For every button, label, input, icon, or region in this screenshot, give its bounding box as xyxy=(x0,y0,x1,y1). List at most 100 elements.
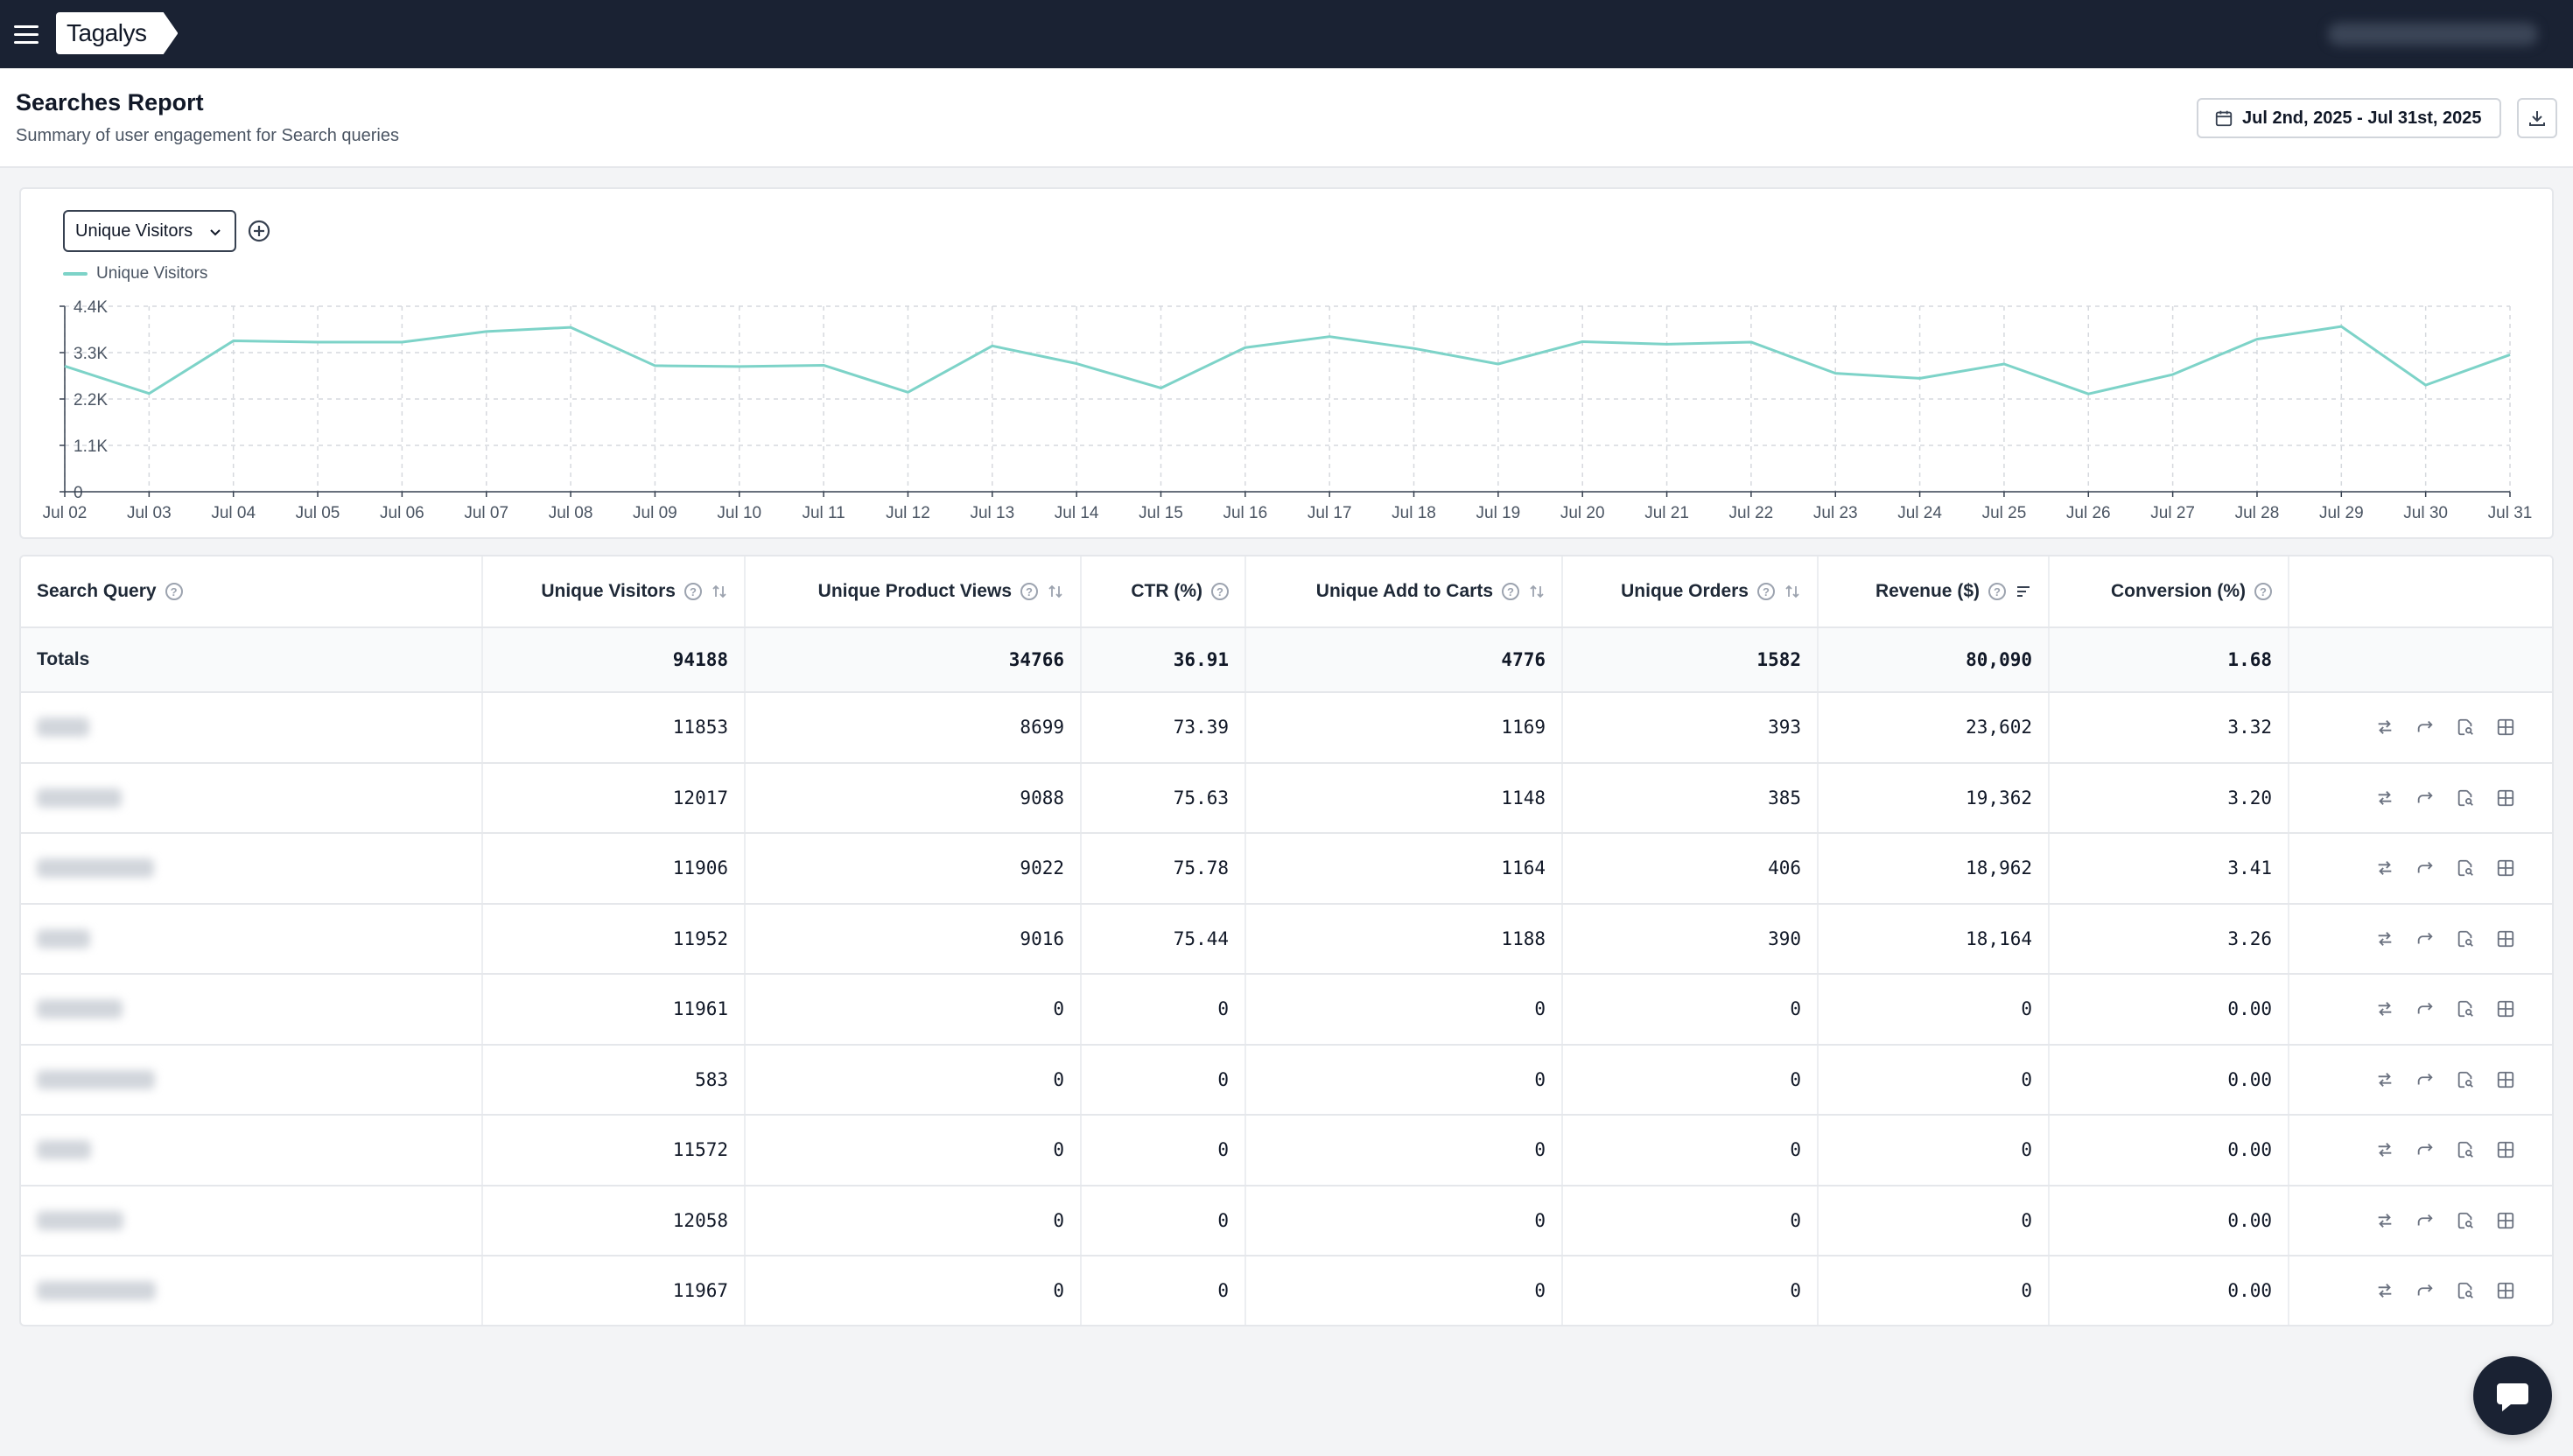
add-metric-icon[interactable] xyxy=(247,219,271,243)
redirect-icon[interactable] xyxy=(2414,1279,2436,1302)
compare-icon[interactable] xyxy=(2373,857,2396,879)
data-point[interactable] xyxy=(1746,337,1756,347)
help-icon[interactable]: ? xyxy=(1988,583,2006,600)
metric-dropdown[interactable]: Unique Visitors xyxy=(63,210,236,252)
search-report-icon[interactable] xyxy=(2454,1209,2477,1232)
help-icon[interactable]: ? xyxy=(1211,583,1229,600)
redirect-icon[interactable] xyxy=(2414,1138,2436,1161)
grid-icon[interactable] xyxy=(2494,1209,2517,1232)
data-point[interactable] xyxy=(902,387,913,397)
data-point[interactable] xyxy=(1577,336,1588,346)
data-point[interactable] xyxy=(818,360,829,370)
user-account-menu[interactable] xyxy=(2328,23,2538,46)
sort-icon[interactable] xyxy=(1784,583,1801,600)
search-query-cell[interactable] xyxy=(21,834,483,903)
data-point[interactable] xyxy=(1409,343,1420,354)
table-row[interactable]: 11853 8699 73.39 1169 393 23,602 3.32 xyxy=(21,693,2552,764)
search-query-cell[interactable] xyxy=(21,693,483,762)
search-query-cell[interactable] xyxy=(21,904,483,973)
search-query-cell[interactable] xyxy=(21,1045,483,1114)
download-button[interactable] xyxy=(2517,98,2557,138)
chart-legend[interactable]: Unique Visitors xyxy=(63,264,207,284)
help-icon[interactable]: ? xyxy=(1020,583,1038,600)
sort-desc-icon[interactable] xyxy=(2015,583,2032,600)
table-row[interactable]: 11572 0 0 0 0 0 0.00 xyxy=(21,1116,2552,1186)
compare-icon[interactable] xyxy=(2373,998,2396,1020)
search-report-icon[interactable] xyxy=(2454,928,2477,950)
grid-icon[interactable] xyxy=(2494,787,2517,809)
col-header-unique-orders[interactable]: Unique Orders ? xyxy=(1563,556,1819,626)
compare-icon[interactable] xyxy=(2373,1279,2396,1302)
grid-icon[interactable] xyxy=(2494,1138,2517,1161)
table-row[interactable]: 11906 9022 75.78 1164 406 18,962 3.41 xyxy=(21,834,2552,905)
table-row[interactable]: 11967 0 0 0 0 0 0.00 xyxy=(21,1256,2552,1325)
col-header-revenue[interactable]: Revenue ($) ? xyxy=(1819,556,2050,626)
data-point[interactable] xyxy=(1493,359,1504,369)
data-point[interactable] xyxy=(1999,359,2009,369)
redirect-icon[interactable] xyxy=(2414,1068,2436,1091)
sort-icon[interactable] xyxy=(711,583,728,600)
col-header-unique-add-to-carts[interactable]: Unique Add to Carts ? xyxy=(1246,556,1563,626)
table-row[interactable]: 583 0 0 0 0 0 0.00 xyxy=(21,1045,2552,1116)
search-report-icon[interactable] xyxy=(2454,1068,2477,1091)
grid-icon[interactable] xyxy=(2494,857,2517,879)
sort-icon[interactable] xyxy=(1047,583,1064,600)
search-query-cell[interactable] xyxy=(21,1186,483,1255)
redirect-icon[interactable] xyxy=(2414,928,2436,950)
search-report-icon[interactable] xyxy=(2454,1279,2477,1302)
data-point[interactable] xyxy=(396,337,407,347)
help-icon[interactable]: ? xyxy=(1757,583,1775,600)
search-query-cell[interactable] xyxy=(21,763,483,832)
compare-icon[interactable] xyxy=(2373,1209,2396,1232)
data-point[interactable] xyxy=(1071,359,1082,369)
search-report-icon[interactable] xyxy=(2454,787,2477,809)
grid-icon[interactable] xyxy=(2494,1279,2517,1302)
help-icon[interactable]: ? xyxy=(684,583,702,600)
grid-icon[interactable] xyxy=(2494,998,2517,1020)
compare-icon[interactable] xyxy=(2373,787,2396,809)
data-point[interactable] xyxy=(1662,339,1672,349)
grid-icon[interactable] xyxy=(2494,1068,2517,1091)
redirect-icon[interactable] xyxy=(2414,716,2436,738)
table-row[interactable]: 12017 9088 75.63 1148 385 19,362 3.20 xyxy=(21,763,2552,834)
search-query-cell[interactable] xyxy=(21,1116,483,1185)
data-point[interactable] xyxy=(1155,382,1166,393)
col-header-unique-product-views[interactable]: Unique Product Views ? xyxy=(746,556,1082,626)
data-point[interactable] xyxy=(312,337,323,347)
data-point[interactable] xyxy=(144,388,154,399)
table-row[interactable]: 12058 0 0 0 0 0 0.00 xyxy=(21,1186,2552,1256)
help-icon[interactable]: ? xyxy=(165,583,183,600)
data-point[interactable] xyxy=(734,361,745,372)
data-point[interactable] xyxy=(1915,373,1925,383)
data-point[interactable] xyxy=(649,360,660,371)
sort-icon[interactable] xyxy=(1528,583,1546,600)
chat-button[interactable] xyxy=(2473,1356,2552,1435)
help-icon[interactable]: ? xyxy=(2254,583,2272,600)
data-point[interactable] xyxy=(2083,388,2093,399)
compare-icon[interactable] xyxy=(2373,716,2396,738)
help-icon[interactable]: ? xyxy=(1502,583,1519,600)
data-point[interactable] xyxy=(1830,368,1840,379)
redirect-icon[interactable] xyxy=(2414,787,2436,809)
compare-icon[interactable] xyxy=(2373,1068,2396,1091)
data-point[interactable] xyxy=(2168,369,2178,380)
data-point[interactable] xyxy=(2505,349,2515,360)
col-header-search-query[interactable]: Search Query ? xyxy=(21,556,483,626)
compare-icon[interactable] xyxy=(2373,1138,2396,1161)
redirect-icon[interactable] xyxy=(2414,857,2436,879)
date-range-button[interactable]: Jul 2nd, 2025 - Jul 31st, 2025 xyxy=(2197,98,2501,138)
data-point[interactable] xyxy=(1324,332,1335,342)
redirect-icon[interactable] xyxy=(2414,998,2436,1020)
table-row[interactable]: 11961 0 0 0 0 0 0.00 xyxy=(21,975,2552,1046)
data-point[interactable] xyxy=(2421,380,2431,390)
col-header-unique-visitors[interactable]: Unique Visitors ? xyxy=(483,556,746,626)
data-point[interactable] xyxy=(2336,321,2346,332)
search-query-cell[interactable] xyxy=(21,1256,483,1325)
redirect-icon[interactable] xyxy=(2414,1209,2436,1232)
data-point[interactable] xyxy=(228,336,239,346)
search-report-icon[interactable] xyxy=(2454,998,2477,1020)
search-report-icon[interactable] xyxy=(2454,857,2477,879)
data-point[interactable] xyxy=(565,322,576,332)
data-point[interactable] xyxy=(1240,342,1251,353)
series-line-unique-visitors[interactable] xyxy=(64,325,2511,396)
